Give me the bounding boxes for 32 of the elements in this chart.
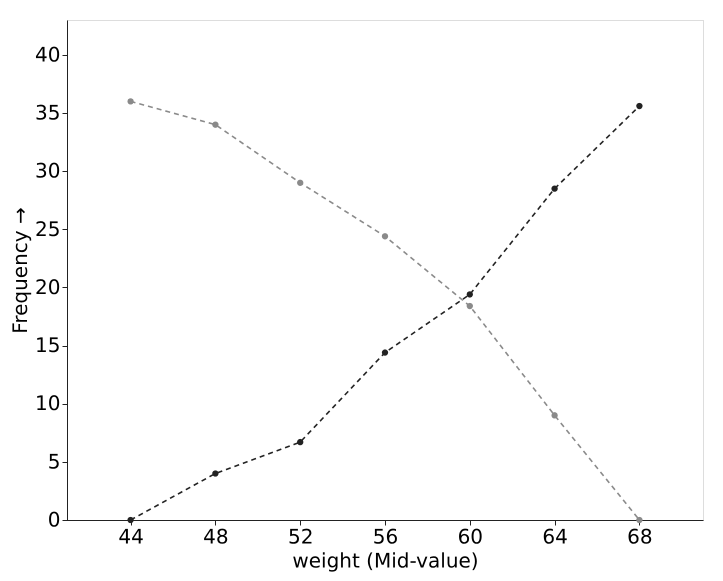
point bbox=[636, 102, 643, 110]
x-tick-label: 52 bbox=[288, 524, 314, 548]
point bbox=[382, 349, 388, 356]
point bbox=[466, 291, 473, 298]
y-tick-label: 5 bbox=[48, 449, 60, 474]
y-tick-label: 25 bbox=[35, 216, 60, 241]
y-tick-label: 10 bbox=[35, 391, 60, 416]
point bbox=[297, 438, 304, 446]
x-tick-label: 44 bbox=[118, 524, 144, 548]
point bbox=[297, 180, 304, 186]
point bbox=[636, 516, 643, 524]
y-tick-label: 30 bbox=[35, 158, 60, 183]
point bbox=[551, 185, 558, 192]
point bbox=[466, 302, 473, 310]
point bbox=[127, 98, 134, 105]
y-tick-label: 20 bbox=[35, 274, 60, 299]
x-tick-label: 60 bbox=[458, 524, 484, 548]
x-tick-label: 68 bbox=[627, 524, 653, 548]
y-tick-label: 35 bbox=[35, 100, 60, 125]
point bbox=[212, 470, 219, 477]
point bbox=[551, 412, 558, 419]
x-tick-label: 48 bbox=[203, 524, 229, 548]
y-tick-label: 0 bbox=[48, 508, 60, 532]
point bbox=[212, 121, 219, 128]
x-tick-label: 56 bbox=[372, 524, 398, 548]
x-axis-title: weight (Mid-value) bbox=[292, 548, 479, 572]
x-tick-label: 64 bbox=[542, 524, 568, 548]
y-axis-title: Frequency → bbox=[8, 207, 32, 334]
y-tick-label: 15 bbox=[35, 333, 60, 358]
point bbox=[382, 233, 388, 240]
y-tick-label: 40 bbox=[35, 42, 60, 66]
point bbox=[127, 516, 134, 524]
